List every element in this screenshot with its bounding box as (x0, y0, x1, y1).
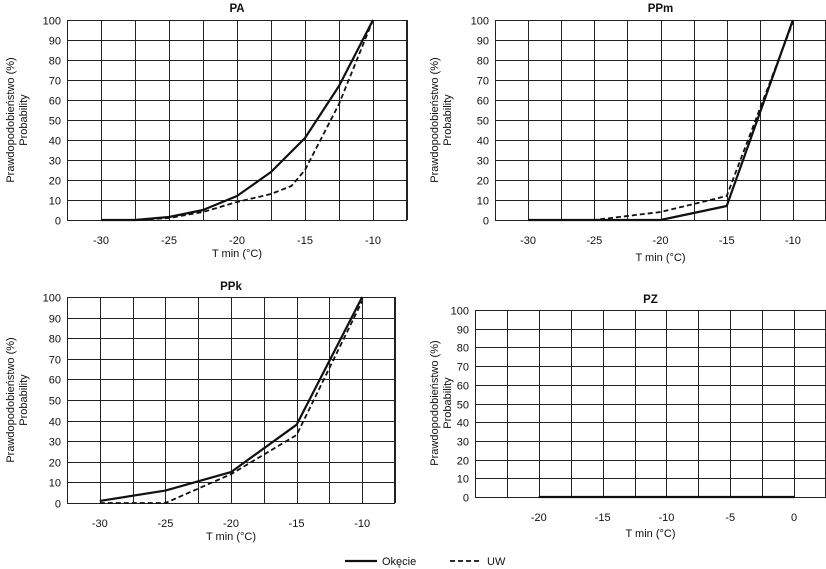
y-tick-label: 10 (457, 474, 469, 486)
y-tick-label: 80 (457, 343, 469, 355)
chart-panel-2: 0 10 20 30 40 50 60 70 80 90 100 -30 -25 -20 -15 -10 PPm… (429, 3, 826, 264)
y-tick-label: 20 (49, 458, 61, 470)
y-tick-label: 80 (477, 56, 489, 68)
y-axis-label-english: Probability (442, 94, 454, 146)
x-tick-label: -20 (229, 235, 245, 247)
series-line-uw (528, 21, 794, 221)
series-line-okecie (101, 19, 374, 222)
series-line-uw (101, 19, 374, 221)
x-axis-label: T min (°C) (206, 531, 256, 543)
y-tick-label: 70 (477, 76, 489, 88)
x-tick-label: -25 (161, 235, 177, 247)
chart-title: PZ (643, 294, 658, 306)
x-tick-label: -10 (659, 512, 675, 524)
x-tick-label: -10 (354, 518, 370, 530)
x-tick-label: -10 (365, 235, 381, 247)
y-tick-label: 10 (477, 196, 489, 208)
y-tick-label: 50 (49, 116, 61, 128)
y-tick-label: 60 (477, 96, 489, 108)
y-tick-label: 90 (477, 36, 489, 48)
y-tick-label: 70 (49, 355, 61, 367)
x-tick-label: -20 (531, 512, 547, 524)
series-line-uw (99, 300, 364, 504)
y-tick-label: 70 (49, 76, 61, 88)
chart-title: PA (229, 3, 244, 15)
chart-panel-1: 0 10 20 30 40 50 60 70 80 90 100 -30 -25 -20 -15 -10 PA T… (5, 3, 408, 260)
y-tick-label: 60 (457, 381, 469, 393)
y-tick-label: 50 (49, 396, 61, 408)
chart-panel-3: 0 10 20 30 40 50 60 70 80 90 100 -30 -25 -20 -15 -10 PPk… (5, 281, 396, 543)
y-tick-label: 20 (457, 456, 469, 468)
y-tick-label: 100 (451, 306, 469, 318)
chart-title: PPk (220, 281, 242, 293)
y-tick-label: 40 (49, 136, 61, 148)
chart-panel-4: 0 10 20 30 40 50 60 70 80 90 100 -20 -15 -10 -5 0 PZ T mi… (429, 294, 826, 540)
y-tick-label: 40 (457, 418, 469, 430)
y-tick-label: 50 (457, 400, 469, 412)
x-tick-label: -5 (725, 512, 735, 524)
y-tick-label: 20 (477, 176, 489, 188)
x-tick-label: -15 (595, 512, 611, 524)
y-tick-label: 0 (463, 493, 469, 505)
y-tick-label: 40 (477, 136, 489, 148)
y-tick-label: 30 (49, 156, 61, 168)
y-tick-label: 30 (457, 437, 469, 449)
legend: Okęcie UW (345, 556, 506, 568)
y-tick-label: 30 (477, 156, 489, 168)
x-tick-label: -20 (223, 518, 239, 530)
y-tick-label: 10 (49, 478, 61, 490)
y-tick-label: 0 (483, 216, 489, 228)
y-tick-label: 90 (457, 325, 469, 337)
x-axis-label: T min (°C) (625, 528, 675, 540)
y-tick-label: 70 (457, 362, 469, 374)
x-tick-label: -30 (92, 518, 108, 530)
y-axis-label-english: Probability (18, 94, 30, 146)
y-axis-label: Prawdopodobieństwo (%) (5, 57, 17, 182)
x-tick-label: 0 (791, 512, 797, 524)
legend-label: Okęcie (382, 556, 416, 568)
plot-frame (67, 20, 407, 221)
y-axis-label: Prawdopodobieństwo (%) (5, 337, 17, 462)
legend-label: UW (487, 556, 506, 568)
x-tick-label: -20 (653, 235, 669, 247)
x-tick-label: -30 (520, 235, 536, 247)
x-tick-label: -25 (586, 235, 602, 247)
y-tick-label: 80 (49, 334, 61, 346)
y-tick-label: 10 (49, 196, 61, 208)
x-tick-label: -15 (289, 518, 305, 530)
x-tick-label: -30 (93, 235, 109, 247)
y-axis-label: Prawdopodobieństwo (%) (429, 340, 441, 465)
x-tick-label: -15 (297, 235, 313, 247)
chart-title: PPm (648, 3, 674, 15)
x-tick-label: -10 (785, 235, 801, 247)
y-tick-label: 60 (49, 96, 61, 108)
y-tick-label: 90 (49, 314, 61, 326)
y-tick-label: 90 (49, 36, 61, 48)
x-axis-label: T min (°C) (212, 248, 262, 260)
x-tick-label: -15 (719, 235, 735, 247)
y-tick-label: 40 (49, 417, 61, 429)
y-tick-label: 20 (49, 176, 61, 188)
x-axis-label: T min (°C) (635, 252, 685, 264)
y-tick-label: 60 (49, 375, 61, 387)
y-tick-label: 0 (55, 216, 61, 228)
y-axis-label: Prawdopodobieństwo (%) (429, 57, 441, 182)
y-tick-label: 30 (49, 437, 61, 449)
y-axis-label-english: Probability (18, 374, 30, 426)
series-line-okecie (99, 296, 364, 502)
plot-frame (67, 297, 395, 504)
y-tick-label: 80 (49, 56, 61, 68)
y-tick-label: 100 (43, 293, 61, 305)
y-tick-label: 0 (55, 499, 61, 511)
y-tick-label: 100 (471, 16, 489, 28)
y-tick-label: 50 (477, 116, 489, 128)
y-axis-label-english: Probability (442, 377, 454, 429)
y-tick-label: 100 (43, 16, 61, 28)
x-tick-label: -25 (157, 518, 173, 530)
